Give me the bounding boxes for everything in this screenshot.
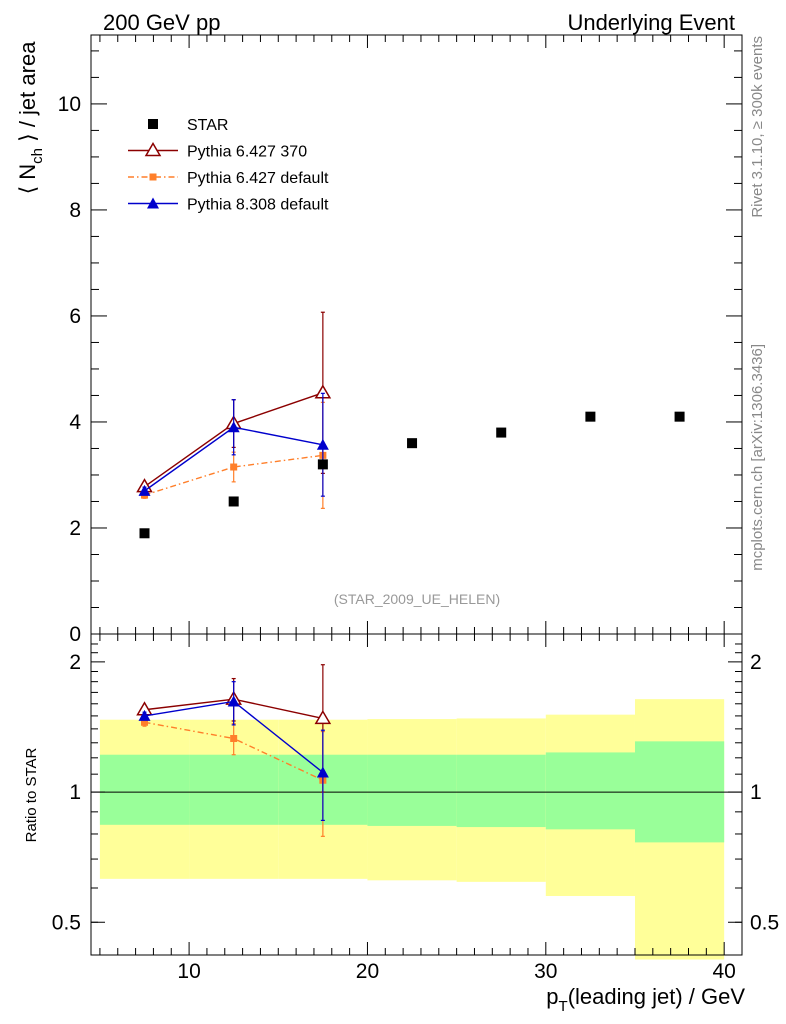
y-axis-label-main: ⟨ Nch ⟩ / jet area [15,41,46,195]
legend-label: Pythia 6.427 370 [187,144,307,161]
series-line [144,454,323,496]
legend-marker [148,119,158,129]
ratio-point [138,709,151,721]
legend-label: Pythia 6.427 default [187,170,329,187]
ratio-y-tick-label-right: 1 [750,781,762,804]
band-inner [456,754,546,828]
ratio-series-2 [138,681,329,821]
y-tick-label: 8 [69,199,81,222]
data-point [139,528,150,539]
band-inner [545,752,635,830]
data-point [674,411,685,422]
mcplots-label: mcplots.cern.ch [arXiv:1306.3436] [749,344,766,571]
x-tick-label: 10 [177,960,200,983]
data-point [316,438,329,450]
y-tick-label: 10 [58,93,81,116]
y-tick-label: 4 [69,411,81,434]
ratio-y-tick-label: 0.5 [52,911,81,934]
ratio-y-tick-label: 1 [69,781,81,804]
axis-ticks [91,35,742,955]
band-inner [99,754,190,825]
data-point [138,484,151,496]
band-inner [189,754,279,825]
data-point [585,411,596,422]
main-series-0 [139,411,685,539]
x-tick-label: 40 [712,960,735,983]
ratio-y-tick-label-right: 2 [750,651,762,674]
x-axis-label: pT(leading jet) / GeV [546,984,745,1015]
ratio-point [316,766,329,778]
legend: STAR Pythia 6.427 370 Pythia 6.427 default… [128,117,329,214]
ratio-point [314,709,332,725]
data-series [136,311,685,837]
data-point [317,459,328,470]
ratio-point [141,718,149,726]
legend-marker [149,173,157,181]
ratio-point [227,695,240,707]
tick-labels: 10 20 30 40 0 2 4 6 8 10 0.5 0.5 1 1 2 2 [52,93,779,983]
y-axis-label-ratio: Ratio to STAR [23,747,40,842]
legend-label: Pythia 8.308 default [187,197,329,214]
y-tick-label: 6 [69,305,81,328]
header-left: 200 GeV pp [103,10,220,35]
legend-marker [147,197,159,209]
header-right: Underlying Event [567,10,735,35]
legend-label: STAR [187,117,228,134]
data-point [227,421,240,433]
x-tick-label: 20 [356,960,379,983]
analysis-label: (STAR_2009_UE_HELEN) [334,591,500,607]
rivet-label: Rivet 3.1.10, ≥ 300k events [749,36,766,218]
ratio-uncertainty-bands [99,699,725,960]
ratio-y-tick-label-right: 0.5 [750,911,779,934]
data-point [230,463,238,471]
band-inner [367,754,457,826]
x-tick-label: 30 [534,960,557,983]
data-point [496,427,507,438]
legend-marker [144,142,162,157]
data-point [407,438,418,449]
plot-frames [90,34,743,956]
ratio-point [230,735,238,743]
data-point [228,496,239,507]
ratio-y-tick-label: 2 [69,651,81,674]
ratio-frame [90,633,743,956]
y-tick-label: 0 [69,623,81,646]
y-tick-label: 2 [69,517,81,540]
main-series-3 [138,392,329,497]
